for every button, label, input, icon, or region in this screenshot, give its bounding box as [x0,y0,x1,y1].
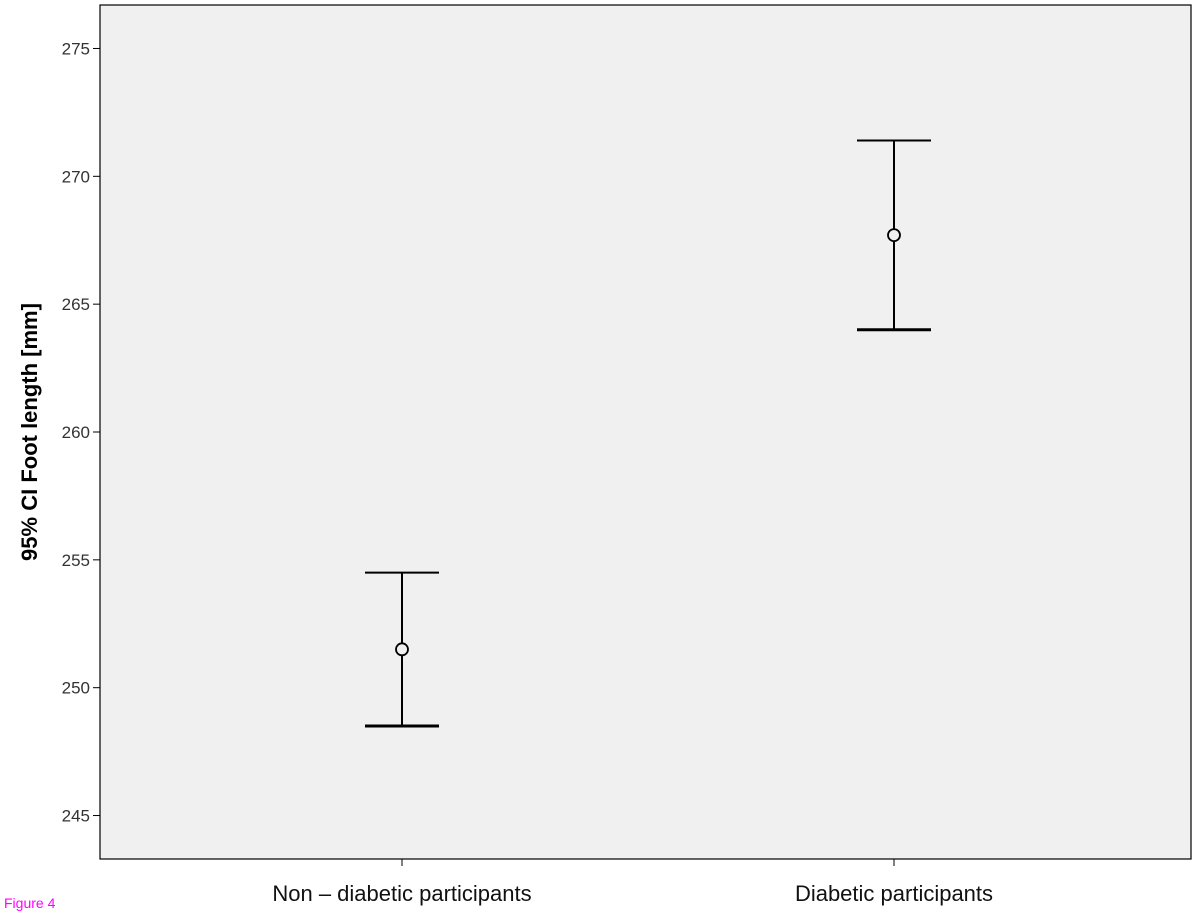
chart-marks [365,139,931,728]
x-category-label: Diabetic participants [795,881,993,906]
mean-marker [887,228,901,243]
x-axis: Non – diabetic participants Diabetic part… [272,859,993,906]
mean-marker [395,642,409,657]
x-category-label: Non – diabetic participants [272,881,531,906]
y-axis: 245 250 255 260 265 270 275 [62,39,100,826]
y-axis-title: 95% CI Foot length [mm] [17,303,42,561]
y-tick-label: 245 [62,807,90,826]
y-tick-label: 260 [62,423,90,442]
figure-label: Figure 4 [4,895,56,911]
y-tick-label: 270 [62,167,90,186]
y-tick-label: 255 [62,551,90,570]
y-tick-label: 265 [62,295,90,314]
y-tick-label: 250 [62,679,90,698]
y-tick-label: 275 [62,39,90,58]
plot-area [99,4,1192,860]
